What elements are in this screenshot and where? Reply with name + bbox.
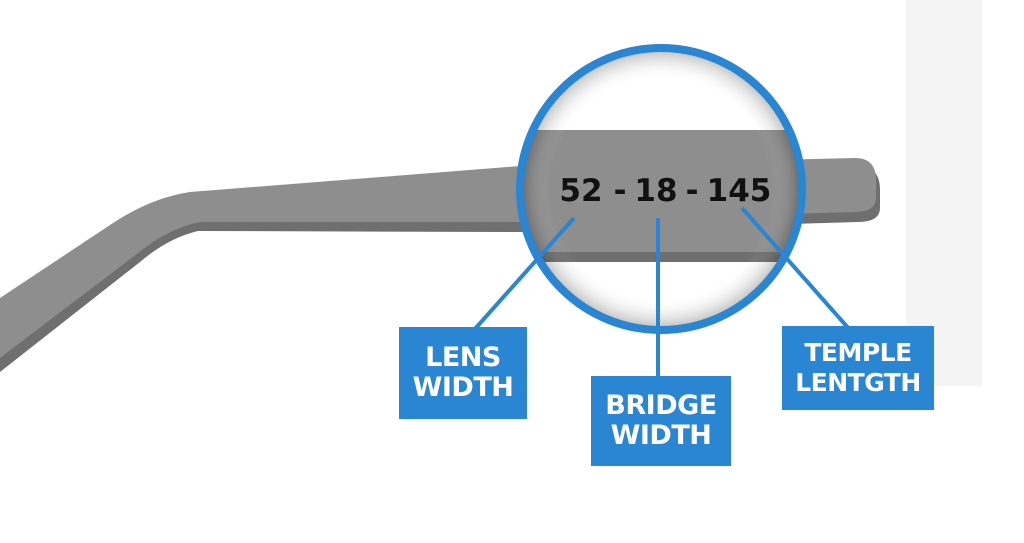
bridge-width-label-line1: BRIDGE (605, 390, 717, 421)
temple-length-label-line1: TEMPLE (804, 338, 912, 367)
separator: - (614, 173, 627, 209)
temple-connector (740, 206, 852, 332)
separator: - (686, 173, 699, 209)
lens-width-label-line2: WIDTH (412, 372, 514, 403)
lens-size-value: 52 (559, 173, 602, 209)
connector-lines (472, 206, 852, 380)
lens-width-label: LENS WIDTH (399, 327, 527, 419)
frame-size-marking: 52 - 18 - 145 (559, 173, 771, 209)
temple-length-label: TEMPLE LENTGTH (782, 326, 934, 410)
magnifier (516, 44, 806, 334)
bridge-width-label-line2: WIDTH (610, 420, 712, 451)
temple-length-label-line2: LENTGTH (795, 368, 921, 397)
lens-width-label-line1: LENS (425, 342, 501, 373)
bridge-width-label: BRIDGE WIDTH (591, 376, 731, 466)
magnifier-ring (516, 44, 806, 334)
background-panel (906, 0, 982, 386)
lens-connector (472, 216, 576, 332)
temple-size-value: 145 (707, 173, 772, 209)
bridge-size-value: 18 (634, 173, 677, 209)
